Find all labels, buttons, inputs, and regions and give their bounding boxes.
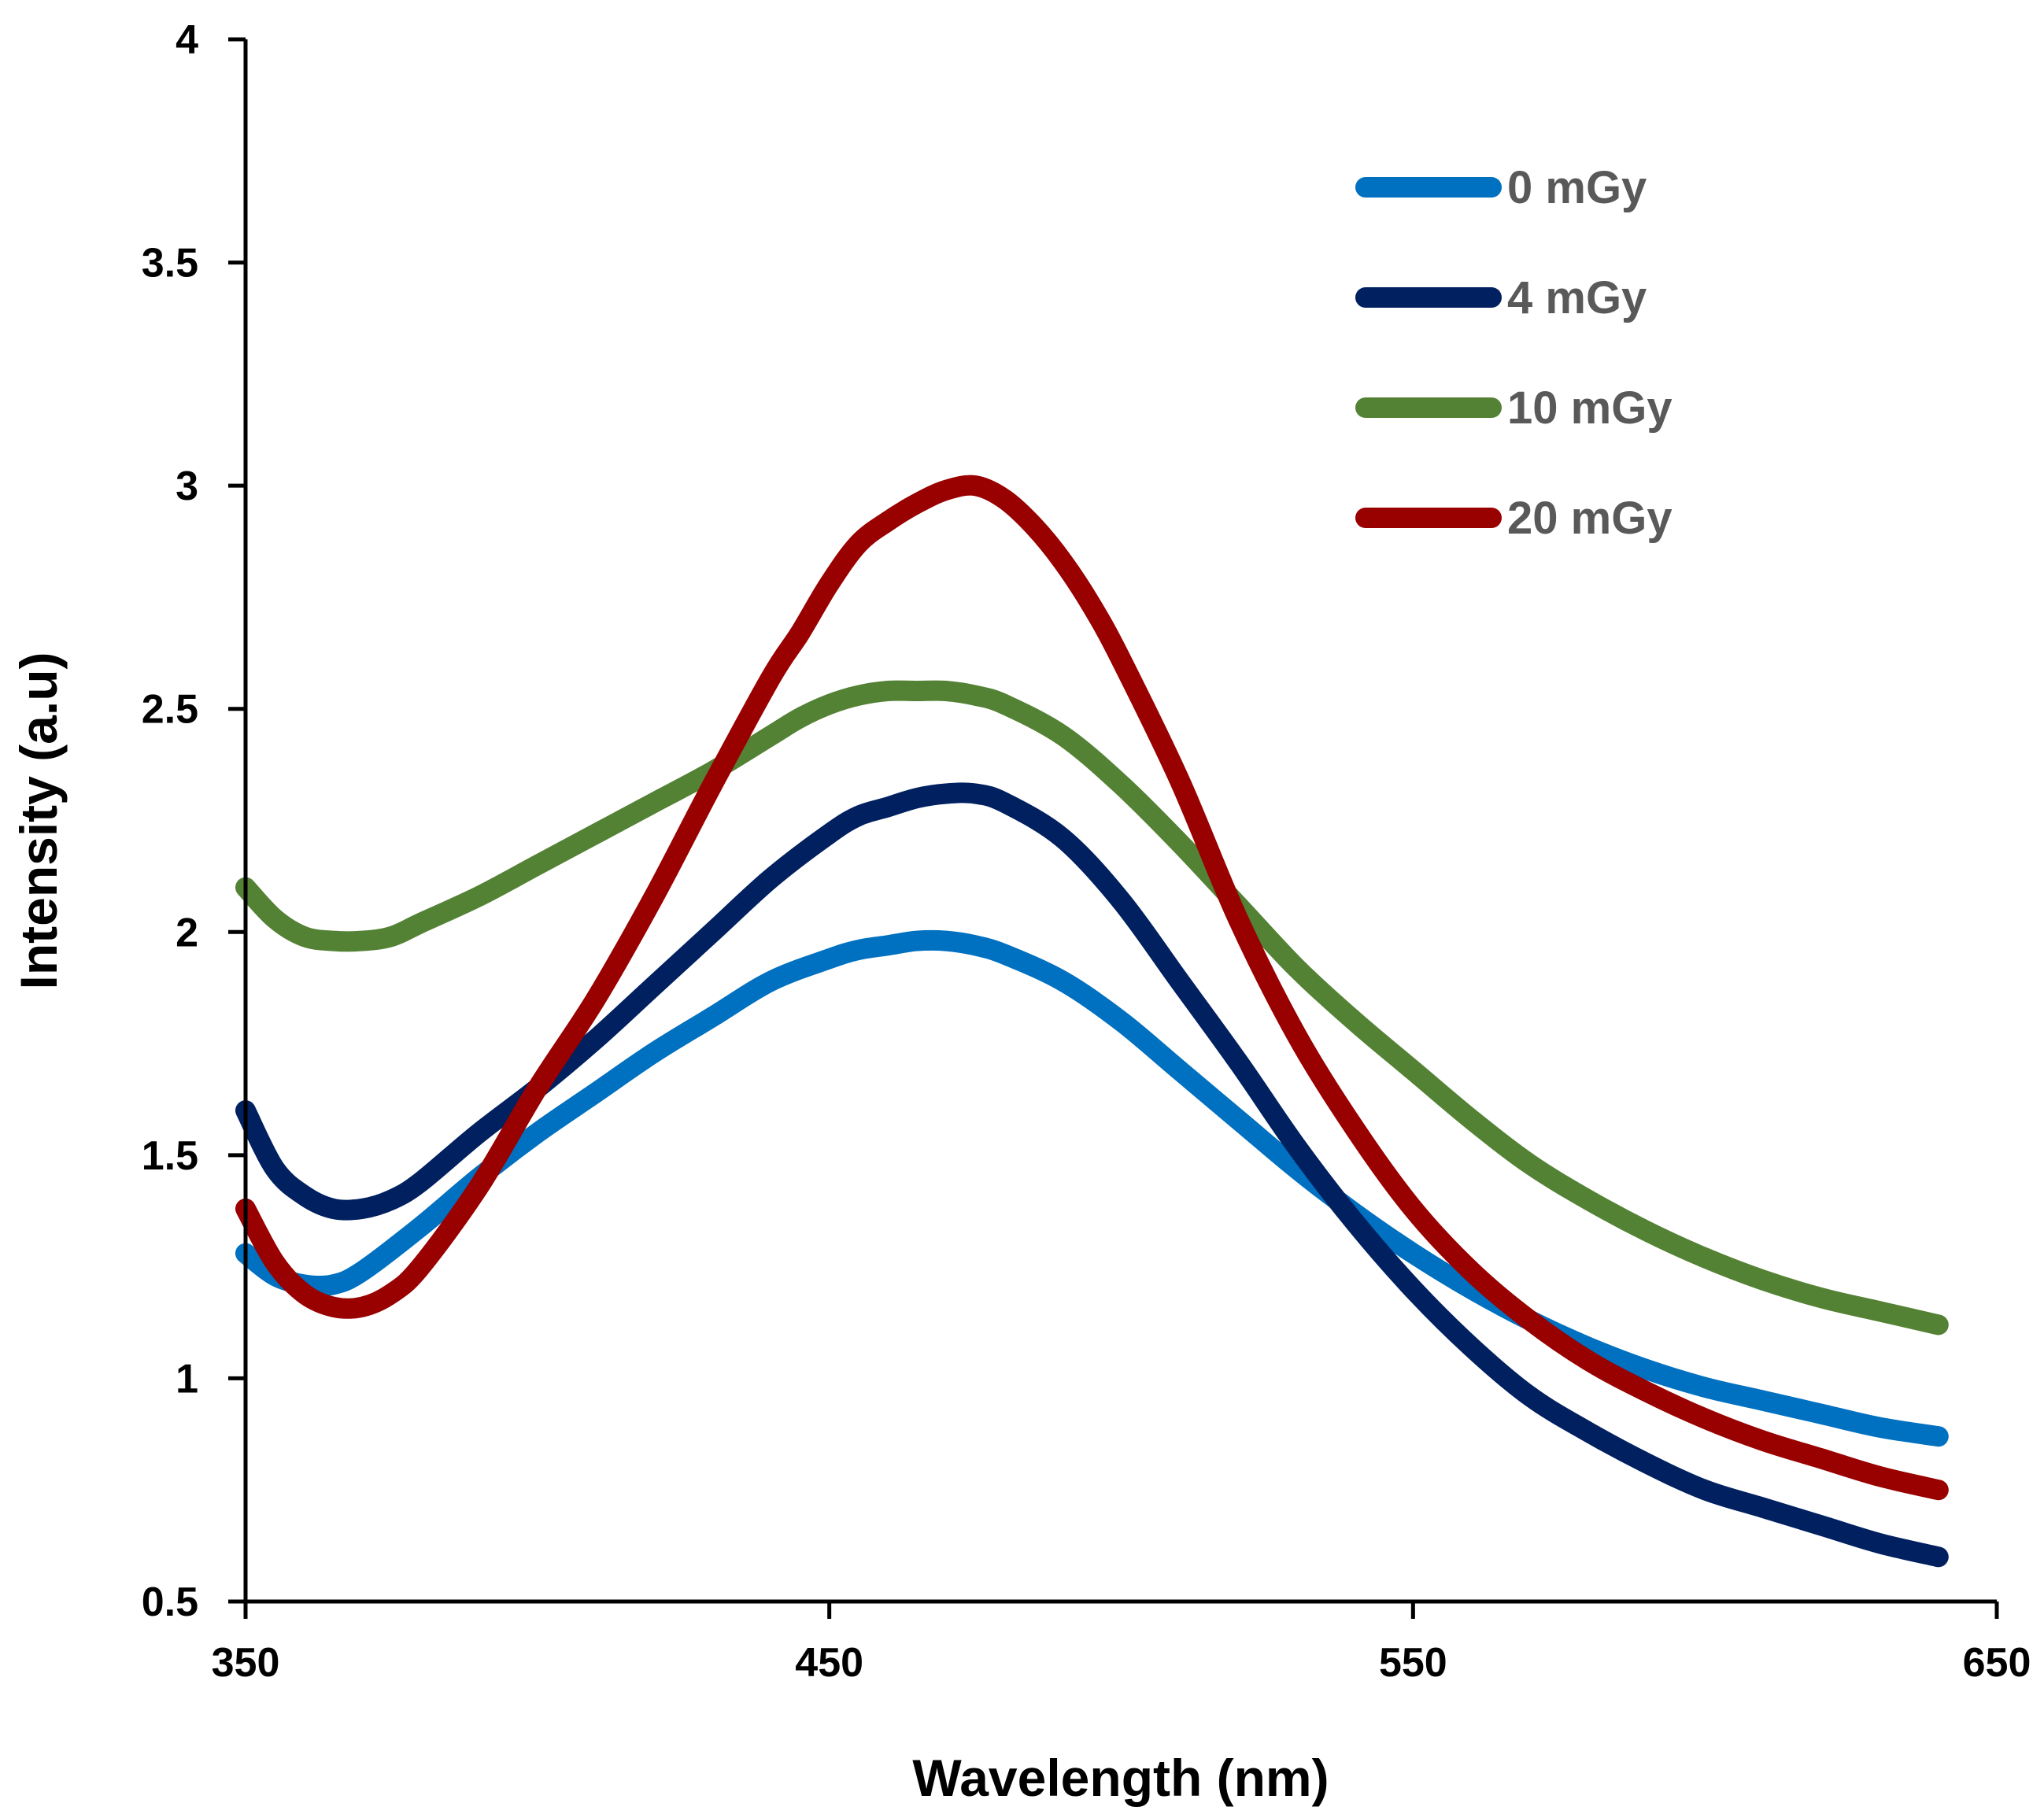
axes (243, 39, 1997, 1604)
legend-label-20-mgy: 20 mGy (1507, 493, 1673, 544)
y-tick-label: 3.5 (142, 241, 198, 286)
series-line-0-mgy (235, 929, 1949, 1447)
y-tick-label: 4 (176, 17, 198, 63)
x-tick-label: 450 (795, 1640, 863, 1686)
y-tick-label: 1.5 (142, 1133, 198, 1179)
legend-label-0-mgy: 0 mGy (1507, 162, 1647, 213)
series-line-20-mgy (235, 475, 1949, 1501)
legend-label-10-mgy: 10 mGy (1507, 382, 1673, 434)
ticks: 0.5 1 1.5 2 2.5 3 3.5 4 350 450 550 650 (142, 17, 2031, 1686)
y-tick-label: 2.5 (142, 687, 198, 733)
series-layer (235, 475, 1949, 1568)
series-line-4-mgy (235, 782, 1949, 1568)
x-tick-label: 550 (1379, 1640, 1447, 1686)
y-axis-title: Intensity (a.u) (9, 652, 68, 989)
legend-label-4-mgy: 4 mGy (1507, 272, 1647, 323)
legend: 0 mGy 4 mGy 10 mGy 20 mGy (1355, 162, 1673, 544)
x-tick-label: 650 (1963, 1640, 2031, 1686)
y-tick-label: 1 (176, 1356, 198, 1402)
x-tick-label: 350 (212, 1640, 280, 1686)
y-tick-label: 0.5 (142, 1579, 198, 1625)
series-line-10-mgy (235, 680, 1949, 1336)
x-axis-title: Wavelength (nm) (912, 1749, 1329, 1807)
y-tick-label: 3 (176, 464, 198, 509)
y-tick-label: 2 (176, 910, 198, 955)
